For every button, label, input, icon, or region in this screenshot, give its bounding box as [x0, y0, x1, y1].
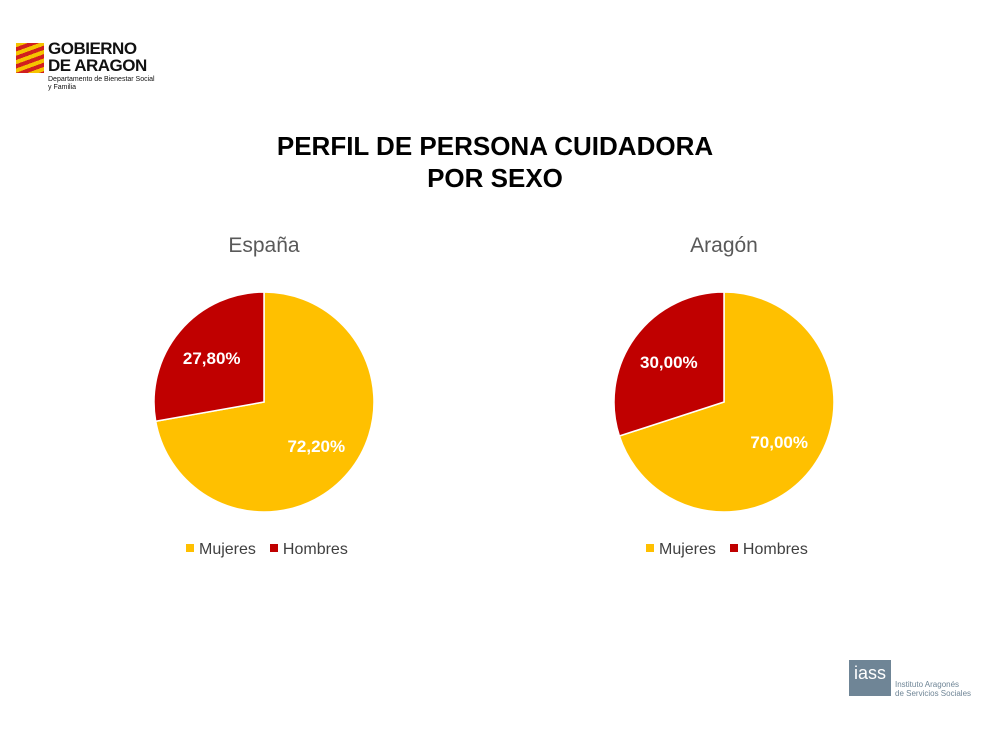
legend-item-mujeres: Mujeres [646, 541, 716, 559]
title-line1: PERFIL DE PERSONA CUIDADORA [276, 131, 714, 161]
legend-swatch [186, 543, 194, 552]
legend-espana: Mujeres Hombres [186, 541, 348, 559]
iass-line1: Instituto Aragonés [895, 680, 960, 689]
logo-line2: DE ARAGON [48, 56, 147, 75]
legend-aragon: Mujeres Hombres [646, 541, 808, 559]
iass-name: Instituto Aragonés de Servicios Sociales [895, 680, 971, 698]
aragon-flag-icon [16, 43, 44, 73]
pie-slice-mujeres [618, 291, 835, 513]
page-title: PERFIL DE PERSONA CUIDADORA POR SEXO [0, 130, 990, 194]
title-line2: POR SEXO [427, 163, 563, 193]
logo-line1: GOBIERNO [48, 39, 137, 58]
legend-label: Mujeres [199, 541, 256, 558]
logo-department: Departamento de Bienestar Social y Famili… [48, 76, 155, 92]
legend-item-hombres: Hombres [729, 541, 808, 559]
legend-label: Hombres [282, 541, 348, 558]
logo-name: GOBIERNO DE ARAGON [48, 40, 147, 74]
chart-title-aragon: Aragón [690, 234, 758, 257]
data-label: 30,00% [640, 353, 698, 372]
legend-item-hombres: Hombres [269, 541, 348, 559]
data-label: 70,00% [750, 433, 808, 452]
legend-label: Hombres [742, 541, 808, 558]
iass-logo: iass Instituto Aragonés de Servicios Soci… [849, 660, 989, 700]
logo-dept2: y Familia [48, 84, 77, 91]
legend-swatch [269, 543, 278, 552]
chart-title-espana: España [228, 234, 300, 257]
legend-label: Mujeres [659, 541, 716, 558]
legend-swatch [646, 543, 654, 552]
gobierno-aragon-logo: GOBIERNO DE ARAGON Departamento de Bienes… [16, 40, 166, 95]
iass-mark: iass [849, 660, 891, 696]
data-label: 72,20% [287, 437, 345, 456]
pie-slice-hombres [613, 291, 725, 437]
logo-dept1: Departamento de Bienestar Social [48, 76, 155, 83]
legend-swatch [729, 543, 738, 552]
pie-slice-hombres [153, 291, 265, 423]
iass-line2: de Servicios Sociales [895, 689, 972, 698]
legend-item-mujeres: Mujeres [186, 541, 256, 559]
pie-slice-mujeres [154, 291, 375, 513]
data-label: 27,80% [183, 349, 241, 368]
